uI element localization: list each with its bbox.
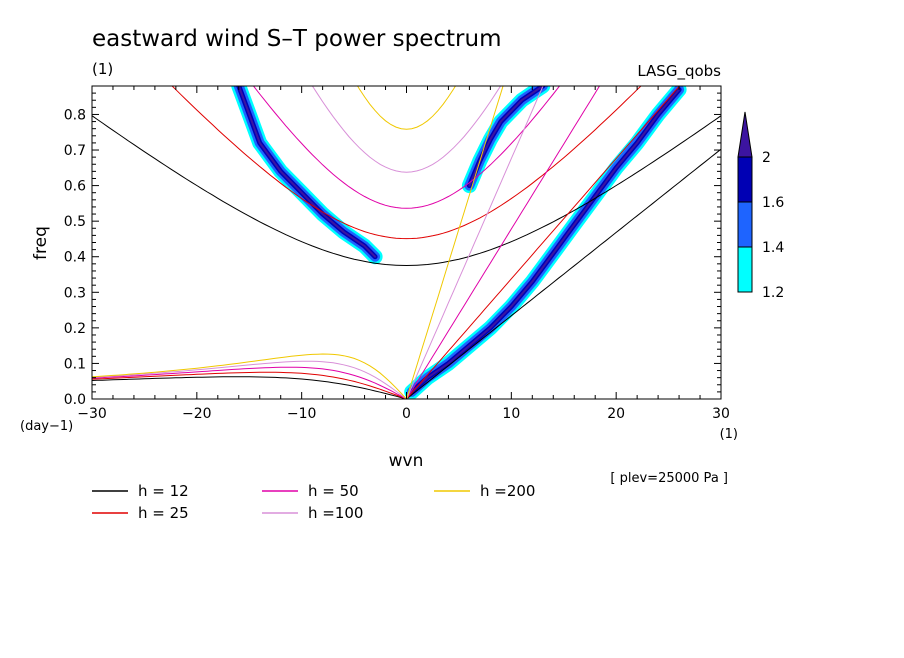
legend-label: h = 25 bbox=[138, 504, 189, 522]
dispersion-kelvin-h50 bbox=[406, 86, 601, 399]
dispersion-ig-h50 bbox=[252, 86, 561, 209]
colorbar: 2 1.6 1.4 1.2 bbox=[737, 111, 784, 301]
y-tick-label: 0.0 bbox=[64, 392, 86, 408]
dispersion-kelvin-h12 bbox=[406, 148, 721, 399]
x-tick-label: −10 bbox=[287, 406, 317, 422]
dispersion-curves bbox=[92, 86, 721, 399]
x-axis-label: wvn bbox=[389, 451, 424, 471]
y-tick-label: 0.7 bbox=[64, 143, 86, 159]
y-tick-label: 0.4 bbox=[64, 250, 86, 266]
axis-ticks: −30 −20 −10 0 10 20 30 0.0 0.1 0.2 0.3 0.4 0.5 0.6 0.7… bbox=[64, 86, 730, 422]
colorbar-segment bbox=[737, 156, 753, 203]
kelvin-waves-band bbox=[410, 88, 681, 393]
x-tick-label: −20 bbox=[182, 406, 212, 422]
y-tick-label: 0.3 bbox=[64, 285, 86, 301]
colorbar-arrow bbox=[737, 111, 753, 158]
dispersion-ig-h100 bbox=[311, 86, 502, 173]
colorbar-label: 2 bbox=[762, 150, 771, 166]
dispersion-ig-h12 bbox=[92, 115, 721, 267]
dispersion-kelvin-h100 bbox=[406, 86, 544, 399]
x-tick-label: 30 bbox=[712, 406, 730, 422]
n1-westward-waves-band bbox=[231, 86, 383, 265]
legend-label: h = 12 bbox=[138, 482, 189, 500]
chart-subtitle-right: LASG_qobs bbox=[637, 62, 721, 81]
spectral-features bbox=[231, 86, 687, 399]
colorbar-label: 1.6 bbox=[762, 195, 784, 211]
colorbar-label: 1.4 bbox=[762, 240, 784, 256]
dispersion-rossby-h50 bbox=[92, 366, 407, 399]
n1-westward-waves-band bbox=[237, 86, 377, 258]
y-tick-label: 0.6 bbox=[64, 179, 86, 195]
dispersion-ig-h25 bbox=[171, 86, 642, 240]
dispersion-kelvin-h200 bbox=[406, 86, 504, 399]
dispersion-rossby-h100 bbox=[92, 360, 407, 399]
y-tick-label: 0.2 bbox=[64, 321, 86, 337]
y-tick-label: 0.1 bbox=[64, 356, 86, 372]
dispersion-kelvin-h25 bbox=[406, 86, 681, 399]
dispersion-rossby-h12 bbox=[92, 376, 407, 399]
x-unit-label: (1) bbox=[720, 427, 738, 442]
x-tick-label: 10 bbox=[502, 406, 520, 422]
chart-title: eastward wind S–T power spectrum bbox=[92, 26, 502, 52]
legend-label: h = 50 bbox=[308, 482, 359, 500]
n1-eastward-waves-band bbox=[468, 86, 544, 187]
y-unit-label: (day−1) bbox=[20, 419, 73, 434]
legend-label: h =100 bbox=[308, 504, 363, 522]
dispersion-ig-h200 bbox=[356, 86, 457, 130]
colorbar-label: 1.2 bbox=[762, 285, 784, 301]
y-axis-label: freq bbox=[31, 226, 51, 260]
legend-label: h =200 bbox=[480, 482, 535, 500]
chart-subtitle-left: (1) bbox=[92, 60, 113, 78]
pressure-level-note: [ plev=25000 Pa ] bbox=[610, 471, 728, 486]
legend: h = 12 h = 25 h = 50 h =100 h =200 bbox=[92, 482, 535, 522]
dispersion-rossby-h200 bbox=[92, 353, 407, 399]
x-tick-label: −30 bbox=[77, 406, 107, 422]
dispersion-rossby-h25 bbox=[92, 371, 407, 399]
y-tick-label: 0.5 bbox=[64, 214, 86, 230]
plot-frame bbox=[91, 85, 722, 400]
y-tick-label: 0.8 bbox=[64, 107, 86, 123]
x-tick-label: 0 bbox=[402, 406, 411, 422]
x-tick-label: 20 bbox=[607, 406, 625, 422]
colorbar-segment bbox=[737, 201, 753, 248]
plot-content bbox=[92, 86, 721, 399]
colorbar-segment bbox=[737, 246, 753, 293]
